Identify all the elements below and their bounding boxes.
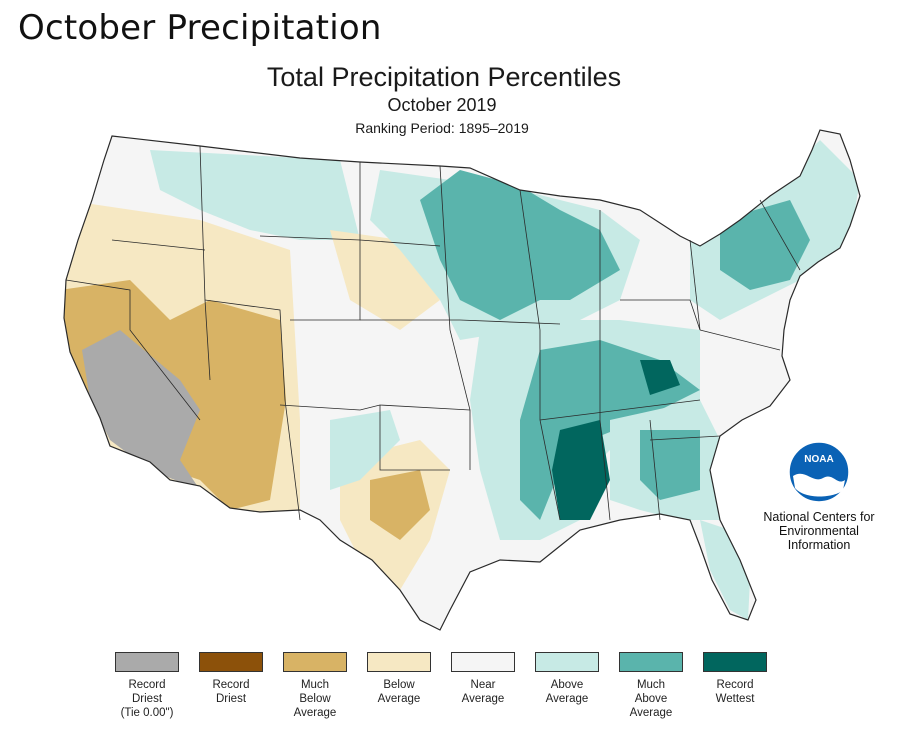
legend-item: Record Driest (Tie 0.00"): [110, 652, 184, 720]
legend-item: Below Average: [362, 652, 436, 706]
legend-swatch: [451, 652, 515, 672]
noaa-logo-icon: NOAA: [788, 441, 850, 503]
map-subtitle: October 2019: [387, 95, 497, 115]
legend-swatch: [115, 652, 179, 672]
legend-swatch: [283, 652, 347, 672]
legend-label: Below Average: [377, 679, 421, 705]
legend-item: Record Driest: [194, 652, 268, 706]
noaa-attribution: NOAA National Centers for Environmental …: [754, 440, 884, 552]
legend-item: Near Average: [446, 652, 520, 706]
legend-label: Much Above Average: [629, 679, 673, 719]
noaa-logo-text: NOAA: [804, 454, 833, 465]
state-boundaries: [63, 129, 861, 631]
legend-swatch: [703, 652, 767, 672]
legend-item: Much Below Average: [278, 652, 352, 720]
legend-swatch: [619, 652, 683, 672]
legend-label: Above Average: [545, 679, 589, 705]
legend-label: Record Wettest: [715, 679, 755, 705]
legend-item: Above Average: [530, 652, 604, 706]
legend-item: Record Wettest: [698, 652, 772, 706]
legend-label: Much Below Average: [293, 679, 337, 719]
ranking-period: Ranking Period: 1895–2019: [355, 120, 529, 136]
legend-swatch: [367, 652, 431, 672]
legend-swatch: [535, 652, 599, 672]
map-title: Total Precipitation Percentiles: [266, 62, 622, 92]
slide-title: October Precipitation: [18, 8, 382, 48]
legend-label: Record Driest: [212, 679, 250, 705]
legend-label: Near Average: [461, 679, 505, 705]
precip-regions: [64, 130, 860, 630]
legend-item: Much Above Average: [614, 652, 688, 720]
legend-swatch: [199, 652, 263, 672]
legend-label: Record Driest (Tie 0.00"): [120, 679, 174, 719]
noaa-credit: National Centers for Environmental Infor…: [763, 510, 875, 552]
